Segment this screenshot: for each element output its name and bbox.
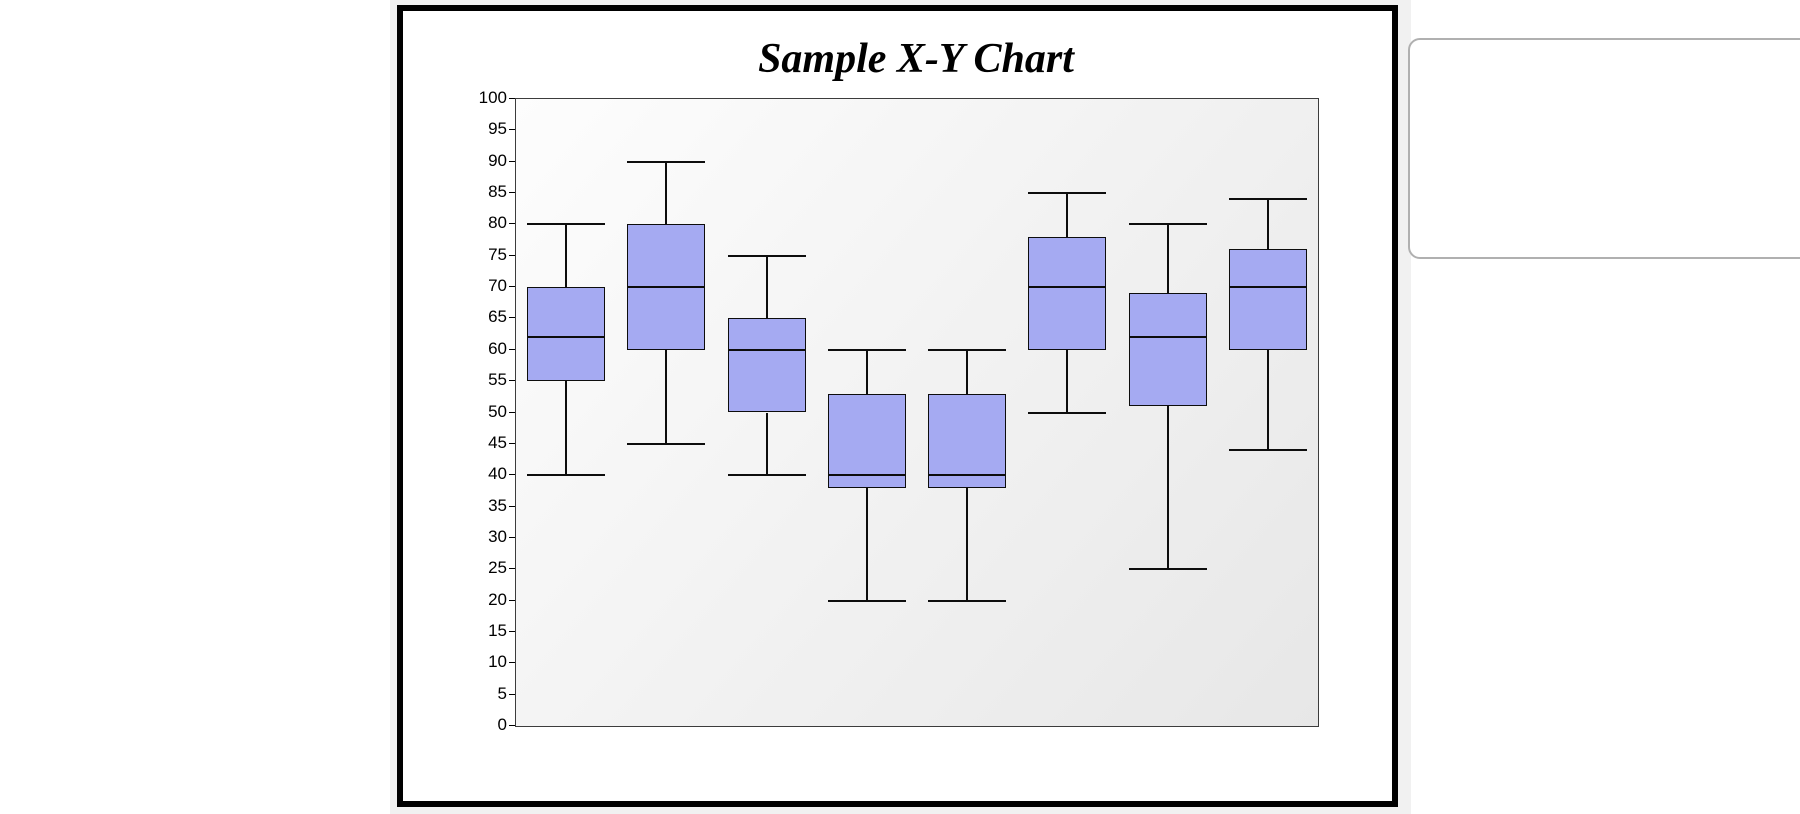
y-axis-tick-mark [509,725,515,726]
median-line [727,348,806,351]
y-axis-tick-label: 45 [488,432,507,452]
upper-whisker-line [865,349,868,394]
y-axis-tick-label: 35 [488,495,507,515]
box-rect [527,287,606,382]
chart-frame: Sample X-Y Chart 0 5 10 15 20 25 30 35 40 45 50 55 6… [397,5,1398,807]
y-axis-tick-mark [509,536,515,538]
upper-whisker-cap [928,348,1007,351]
y-axis-tick-label: 30 [488,526,507,546]
y-axis-tick-label: 70 [488,276,507,296]
lower-whisker-line [1266,349,1269,451]
lower-whisker-cap [1128,568,1207,571]
upper-whisker-line [966,349,969,394]
lower-whisker-cap [527,474,606,477]
y-axis-tick-mark [509,630,515,632]
median-line [1128,336,1207,339]
y-axis-tick-label: 90 [488,150,507,170]
y-axis-tick-label: 0 [497,715,507,734]
y-axis-tick-label: 60 [488,338,507,358]
lower-whisker-line [565,381,568,476]
y-axis-tick-label: 85 [488,182,507,202]
y-axis-tick-label: 100 [478,88,507,107]
median-line [1028,286,1107,289]
lower-whisker-line [1166,406,1169,570]
y-axis-tick-mark [509,160,515,162]
upper-whisker-line [1166,224,1169,294]
y-axis-tick-label: 25 [488,558,507,578]
y-axis-tick-mark [509,348,515,350]
y-axis-tick-label: 15 [488,620,507,640]
box-rect [827,393,906,488]
box-rect [1128,293,1207,407]
lower-whisker-cap [827,599,906,602]
y-axis-tick-label: 95 [488,119,507,139]
y-axis-tick-mark [509,223,515,225]
median-line [928,474,1007,477]
box-rect [1228,249,1307,350]
upper-whisker-cap [527,223,606,226]
upper-whisker-cap [1228,198,1307,201]
box-rect [727,318,806,413]
y-axis-tick-mark [509,129,515,131]
lower-whisker-cap [928,599,1007,602]
median-line [527,336,606,339]
y-axis-tick-mark [509,286,515,288]
lower-whisker-cap [1228,449,1307,452]
lower-whisker-line [865,487,868,601]
y-axis-tick-mark [509,380,515,382]
y-axis-tick-label: 75 [488,244,507,264]
y-axis-tick-label: 50 [488,401,507,421]
y-axis-tick-mark [509,192,515,194]
y-axis-tick-mark [509,662,515,664]
y-axis-tick-mark [509,442,515,444]
upper-whisker-cap [1128,223,1207,226]
plot-area [515,98,1319,727]
lower-whisker-cap [1028,411,1107,414]
chart-title: Sample X-Y Chart [758,36,1074,82]
upper-whisker-line [565,224,568,288]
lower-whisker-line [1066,349,1069,413]
y-axis-tick-label: 55 [488,370,507,390]
y-axis-tick-mark [509,317,515,319]
y-axis-tick-mark [509,599,515,601]
upper-whisker-line [665,161,668,225]
box-rect [928,393,1007,488]
lower-whisker-line [665,349,668,444]
y-axis-tick-mark [509,411,515,413]
y-axis-tick-mark [509,505,515,507]
median-line [827,474,906,477]
lower-whisker-line [966,487,969,601]
upper-whisker-cap [627,160,706,163]
y-axis-tick-label: 65 [488,307,507,327]
upper-whisker-cap [1028,192,1107,195]
median-line [627,286,706,289]
y-axis-tick-mark [509,474,515,476]
upper-whisker-cap [727,254,806,257]
y-axis-tick-mark [509,254,515,256]
y-axis-tick-label: 80 [488,213,507,233]
median-line [1228,286,1307,289]
scrollbar-thumb[interactable] [1408,38,1800,259]
y-axis-tick-mark [509,693,515,695]
y-axis-tick-label: 40 [488,464,507,484]
upper-whisker-line [765,255,768,319]
y-axis-tick-label: 20 [488,589,507,609]
box-rect [1028,236,1107,350]
upper-whisker-cap [827,348,906,351]
upper-whisker-line [1266,199,1269,250]
upper-whisker-line [1066,193,1069,237]
y-axis-tick-mark [509,568,515,570]
y-axis-tick-label: 10 [488,652,507,672]
lower-whisker-cap [627,442,706,445]
y-axis-tick-mark [509,98,515,99]
lower-whisker-line [765,412,768,476]
lower-whisker-cap [727,474,806,477]
y-axis-tick-label: 5 [497,683,507,703]
